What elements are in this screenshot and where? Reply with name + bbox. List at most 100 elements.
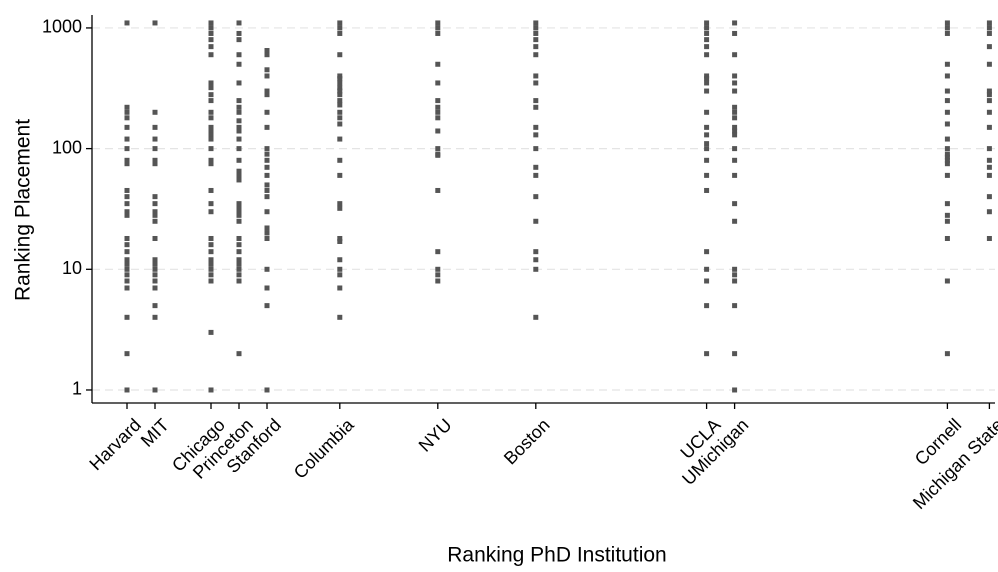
point [264,151,270,157]
point [208,92,214,98]
point [337,80,343,86]
point [533,164,539,170]
point [337,88,343,94]
point [236,118,242,124]
point [704,109,710,115]
point [704,266,710,272]
point [124,157,130,163]
point [208,261,214,267]
point [337,314,343,320]
point [435,25,441,31]
point [732,218,738,224]
point [704,30,710,36]
point [236,205,242,211]
point [208,85,214,91]
point [152,261,158,267]
point [944,88,950,94]
point [986,235,992,241]
point [152,136,158,142]
point [337,266,343,272]
point [337,201,343,207]
point [435,152,441,158]
point [732,278,738,284]
point [435,30,441,36]
point [732,52,738,58]
point [704,157,710,163]
point [264,209,270,215]
point [337,257,343,263]
point [152,20,158,26]
point [533,52,539,58]
y-tick-label: 100 [52,137,82,157]
point [944,146,950,152]
point [236,146,242,152]
point [152,387,158,393]
point [435,128,441,134]
point [124,124,130,130]
point [124,115,130,121]
point [124,261,130,267]
point [533,257,539,263]
point [944,212,950,218]
point [152,272,158,278]
point [152,146,158,152]
point [732,128,738,134]
point [152,303,158,309]
point [208,157,214,163]
point [986,98,992,104]
point [533,172,539,178]
point [264,67,270,73]
point [704,80,710,86]
point [986,146,992,152]
point [152,209,158,215]
point [732,124,738,130]
point [236,235,242,241]
point [704,132,710,138]
point [236,37,242,43]
point [944,30,950,36]
point [732,146,738,152]
point [124,109,130,115]
point [986,61,992,67]
point [236,109,242,115]
point [944,235,950,241]
point [533,44,539,50]
point [264,172,270,178]
point [704,124,710,130]
point [208,235,214,241]
point [533,73,539,79]
point [704,187,710,193]
point [264,225,270,231]
point [264,187,270,193]
point [732,115,738,121]
point [704,303,710,309]
point [704,44,710,50]
point [152,285,158,291]
point [435,278,441,284]
point [435,115,441,121]
point [435,98,441,104]
point [124,249,130,255]
point [337,235,343,241]
point [124,242,130,248]
point [944,109,950,115]
point [435,61,441,67]
point [435,272,441,278]
point [236,61,242,67]
point [533,249,539,255]
point [208,124,214,130]
point [986,172,992,178]
point [208,257,214,263]
point [533,25,539,31]
point [208,98,214,104]
point [732,132,738,138]
point [152,124,158,130]
point [236,209,242,215]
point [732,104,738,110]
point [208,187,214,193]
point [533,98,539,104]
point [208,115,214,121]
point [124,187,130,193]
